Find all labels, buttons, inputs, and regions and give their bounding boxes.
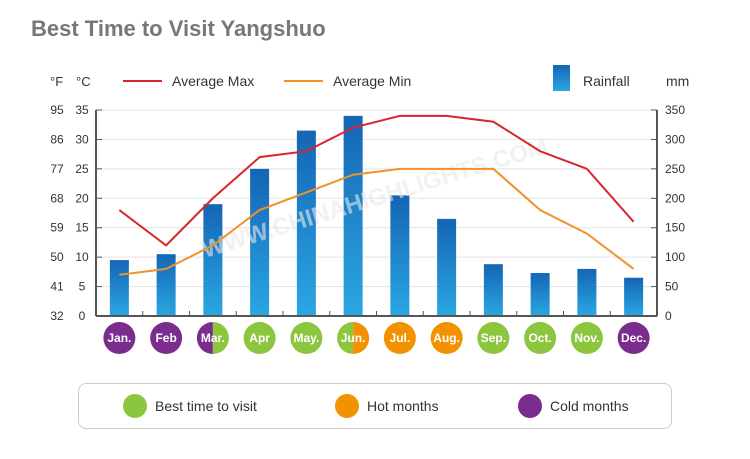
rainfall-bar xyxy=(343,115,363,316)
tick-label-f: 68 xyxy=(50,191,64,205)
month-label: Mar. xyxy=(201,331,225,345)
legend-cold: Cold months xyxy=(518,394,629,418)
orange-dot-icon xyxy=(335,394,359,418)
tick-label-mm: 150 xyxy=(665,221,685,235)
rainfall-bar xyxy=(530,273,550,316)
rainfall-bar xyxy=(577,268,597,316)
tick-label-mm: 300 xyxy=(665,132,685,146)
month-label: Jun. xyxy=(341,331,366,345)
month-label: Dec. xyxy=(621,331,646,345)
rainfall-bar xyxy=(109,260,129,316)
green-dot-icon xyxy=(123,394,147,418)
chart-title: Best Time to Visit Yangshuo xyxy=(31,16,326,41)
tick-label-c: 0 xyxy=(79,309,86,323)
month-label: Sep. xyxy=(481,331,506,345)
month-circle-left xyxy=(337,322,354,354)
month-circle xyxy=(103,322,136,354)
tick-label-mm: 350 xyxy=(665,103,685,117)
month-circle-right xyxy=(353,322,370,354)
tick-label-f: 77 xyxy=(50,162,64,176)
rainfall-bar xyxy=(624,277,644,316)
legend-hot: Hot months xyxy=(335,394,439,418)
month-circle xyxy=(477,322,510,354)
month-label: Jul. xyxy=(390,331,411,345)
legend-max-label: Average Max xyxy=(172,73,254,89)
month-label: Aug. xyxy=(433,331,460,345)
tick-label-c: 30 xyxy=(75,132,89,146)
rainfall-bar xyxy=(296,130,316,316)
month-circle xyxy=(383,322,416,354)
tick-label-c: 5 xyxy=(79,280,86,294)
tick-label-c: 25 xyxy=(75,162,89,176)
mm-unit: mm xyxy=(666,73,689,89)
tick-label-mm: 200 xyxy=(665,191,685,205)
tick-label-f: 41 xyxy=(50,280,64,294)
month-circle xyxy=(150,322,183,354)
tick-label-mm: 250 xyxy=(665,162,685,176)
tick-label-f: 86 xyxy=(50,132,64,146)
tick-label-f: 59 xyxy=(50,221,64,235)
rainfall-bar xyxy=(250,168,270,316)
month-label: Apr xyxy=(249,331,270,345)
tick-label-f: 50 xyxy=(50,250,64,264)
rainfall-bar xyxy=(483,264,503,316)
legend-rain-label: Rainfall xyxy=(583,73,630,89)
legend-best: Best time to visit xyxy=(123,394,257,418)
avg-max-line xyxy=(118,114,635,247)
tick-label-c: 35 xyxy=(75,103,89,117)
legend-rain-swatch xyxy=(553,65,570,91)
month-circle xyxy=(290,322,323,354)
month-label: Jan. xyxy=(107,331,131,345)
tick-label-mm: 0 xyxy=(665,309,672,323)
tick-label-f: 32 xyxy=(50,309,64,323)
tick-label-f: 95 xyxy=(50,103,64,117)
legend-best-label: Best time to visit xyxy=(155,398,257,414)
month-circle xyxy=(430,322,463,354)
month-label: Oct. xyxy=(528,331,551,345)
chart: °F °C Average Max Average Min Rainfall m… xyxy=(50,65,689,354)
c-unit: °C xyxy=(76,74,91,89)
month-circle-left xyxy=(196,322,213,354)
tick-label-c: 10 xyxy=(75,250,89,264)
rainfall-bar xyxy=(437,218,457,316)
tick-label-c: 20 xyxy=(75,191,89,205)
month-circle-right xyxy=(212,322,229,354)
avg-min-line xyxy=(119,167,635,276)
legend-min-label: Average Min xyxy=(333,73,411,89)
month-label: May. xyxy=(293,331,319,345)
legend-hot-label: Hot months xyxy=(367,398,439,414)
month-circle xyxy=(524,322,557,354)
f-unit: °F xyxy=(50,74,63,89)
month-circle xyxy=(617,322,650,354)
rainfall-bar xyxy=(156,254,176,316)
season-legend: Best time to visit Hot months Cold month… xyxy=(78,383,672,429)
legend-cold-label: Cold months xyxy=(550,398,629,414)
month-circle xyxy=(243,322,276,354)
tick-label-c: 15 xyxy=(75,221,89,235)
month-circle xyxy=(570,322,603,354)
month-label: Nov. xyxy=(574,331,599,345)
rainfall-bar xyxy=(203,204,223,316)
tick-label-mm: 50 xyxy=(665,280,679,294)
rainfall-bar xyxy=(390,195,410,316)
tick-label-mm: 100 xyxy=(665,250,685,264)
month-label: Feb xyxy=(155,331,176,345)
purple-dot-icon xyxy=(518,394,542,418)
